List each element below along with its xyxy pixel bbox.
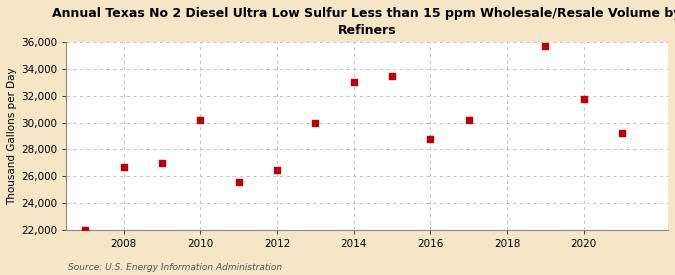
Text: Source: U.S. Energy Information Administration: Source: U.S. Energy Information Administ… [68,263,281,272]
Point [425,136,436,141]
Point [463,118,474,122]
Point [80,228,91,232]
Point [234,179,244,184]
Title: Annual Texas No 2 Diesel Ultra Low Sulfur Less than 15 ppm Wholesale/Resale Volu: Annual Texas No 2 Diesel Ultra Low Sulfu… [53,7,675,37]
Point [617,131,628,136]
Point [578,96,589,101]
Point [271,167,282,172]
Y-axis label: Thousand Gallons per Day: Thousand Gallons per Day [7,67,17,205]
Point [348,80,359,85]
Point [310,120,321,125]
Point [195,118,206,122]
Point [387,73,398,78]
Point [540,44,551,48]
Point [118,165,129,169]
Point [157,161,167,165]
